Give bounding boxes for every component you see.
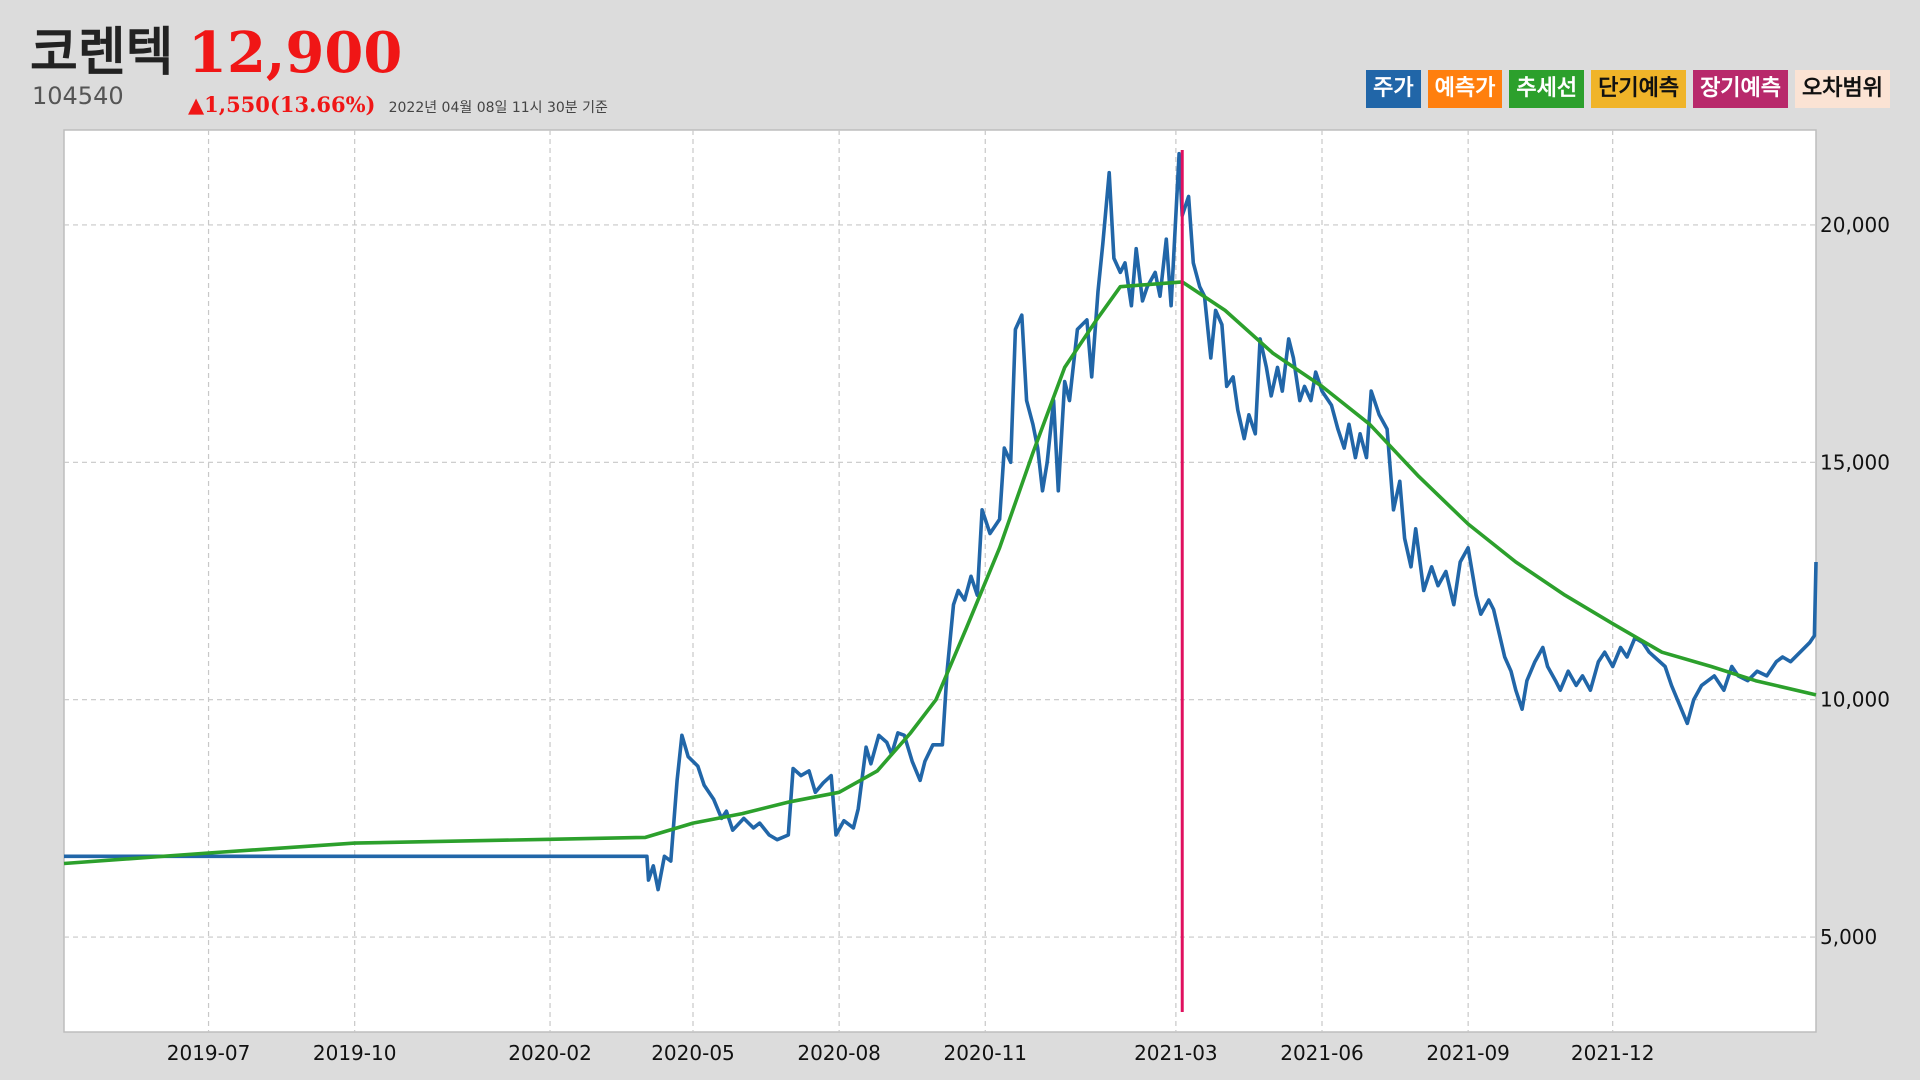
legend-item-error-range[interactable]: 오차범위 [1795, 70, 1890, 108]
header: 코렌텍 12,900 104540 ▲1,550(13.66%) 2022년 0… [30, 22, 1890, 122]
x-axis: 2019-07 2019-10 2020-02 2020-05 2020-08 2020-… [167, 1041, 1655, 1065]
legend: 주가 예측가 추세선 단기예측 장기예측 오차범위 [1366, 70, 1890, 108]
legend-item-long-term[interactable]: 장기예측 [1693, 70, 1789, 108]
y-tick-label: 10,000 [1820, 688, 1890, 712]
x-tick-label: 2021-09 [1426, 1041, 1510, 1065]
grid-lines [64, 130, 1816, 1032]
x-tick-label: 2020-11 [943, 1041, 1027, 1065]
legend-item-price[interactable]: 주가 [1366, 70, 1421, 108]
trend-line [63, 280, 1817, 866]
series-layer [63, 150, 1818, 1012]
plot-area [63, 129, 1817, 1033]
y-tick-label: 20,000 [1820, 213, 1890, 237]
price-line [64, 151, 1818, 892]
x-tick-label: 2021-06 [1280, 1041, 1364, 1065]
change-row: ▲1,550(13.66%) 2022년 04월 08일 11시 30분 기준 [188, 92, 608, 117]
legend-item-short-term[interactable]: 단기예측 [1591, 70, 1687, 108]
timestamp: 2022년 04월 08일 11시 30분 기준 [388, 100, 608, 116]
x-tick-label: 2020-05 [651, 1041, 735, 1065]
stock-price: 12,900 [188, 20, 403, 86]
legend-item-forecast[interactable]: 예측가 [1427, 70, 1503, 108]
x-tick-label: 2021-12 [1571, 1041, 1655, 1065]
y-tick-label: 15,000 [1820, 450, 1890, 474]
x-tick-label: 2021-03 [1134, 1041, 1218, 1065]
stock-name: 코렌텍 [30, 23, 174, 83]
x-tick-label: 2019-10 [313, 1041, 397, 1065]
x-tick-label: 2020-08 [797, 1041, 881, 1065]
legend-item-trendline[interactable]: 추세선 [1509, 70, 1585, 108]
price-change: ▲1,550(13.66%) [188, 92, 376, 117]
x-tick-label: 2019-07 [167, 1041, 251, 1065]
stock-code: 104540 [32, 82, 124, 110]
y-axis: 5,000 10,000 15,000 20,000 [1820, 213, 1890, 949]
y-tick-label: 5,000 [1820, 925, 1877, 949]
x-tick-label: 2020-02 [508, 1041, 592, 1065]
